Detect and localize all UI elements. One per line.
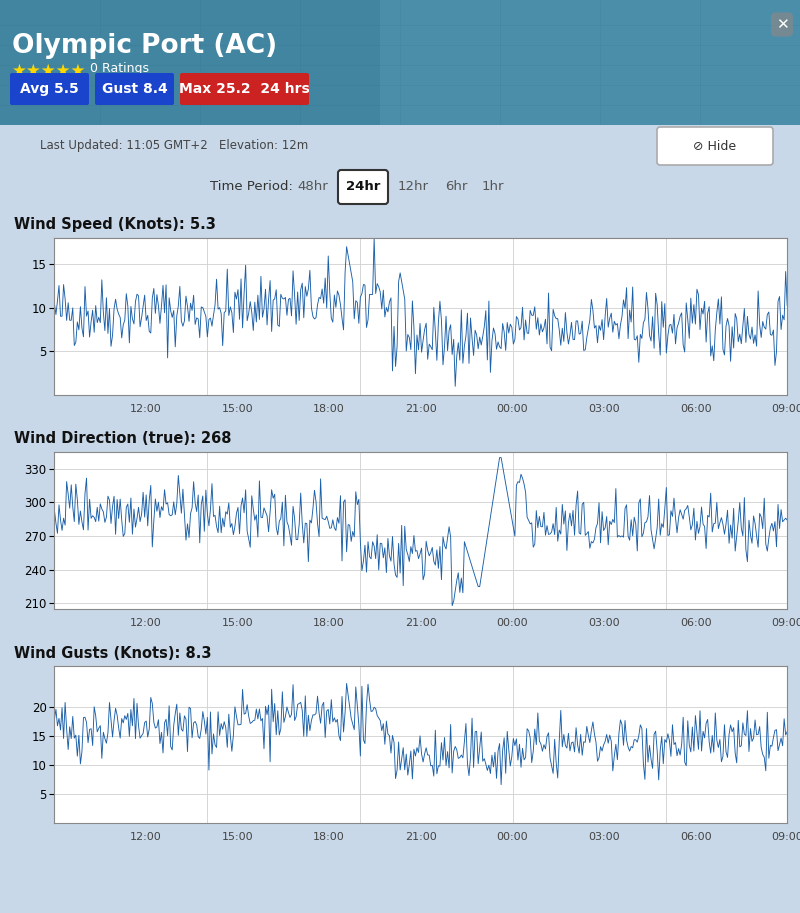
Text: Avg 5.5: Avg 5.5 [20,82,79,96]
FancyBboxPatch shape [338,170,388,204]
Text: Time Period:: Time Period: [210,181,293,194]
Text: 18:00: 18:00 [314,832,345,842]
Text: 21:00: 21:00 [405,618,437,628]
Text: 00:00: 00:00 [497,618,528,628]
Text: 03:00: 03:00 [588,832,620,842]
FancyBboxPatch shape [657,127,773,165]
Text: ★★★★★: ★★★★★ [12,62,86,80]
Text: 6hr: 6hr [445,181,467,194]
FancyBboxPatch shape [10,73,89,105]
FancyBboxPatch shape [95,73,174,105]
Text: 48hr: 48hr [298,181,328,194]
Text: 15:00: 15:00 [222,404,254,415]
Text: 15:00: 15:00 [222,832,254,842]
Text: 09:00: 09:00 [771,618,800,628]
Text: 12:00: 12:00 [130,618,162,628]
Text: 00:00: 00:00 [497,404,528,415]
Text: 15:00: 15:00 [222,618,254,628]
Text: 12:00: 12:00 [130,832,162,842]
Text: Max 25.2  24 hrs: Max 25.2 24 hrs [179,82,310,96]
Text: ⊘ Hide: ⊘ Hide [694,140,737,152]
Text: 21:00: 21:00 [405,404,437,415]
Text: 03:00: 03:00 [588,618,620,628]
Text: 00:00: 00:00 [497,832,528,842]
Text: 06:00: 06:00 [680,404,711,415]
Text: Wind Gusts (Knots): 8.3: Wind Gusts (Knots): 8.3 [14,645,212,660]
Text: 0 Ratings: 0 Ratings [90,62,149,75]
Bar [0,0,380,125]
Text: 1hr: 1hr [482,181,504,194]
Text: 24hr: 24hr [346,181,380,194]
Text: Gust 8.4: Gust 8.4 [102,82,167,96]
Text: Wind Direction (true): 268: Wind Direction (true): 268 [14,432,232,446]
Text: 18:00: 18:00 [314,618,345,628]
Text: 03:00: 03:00 [588,404,620,415]
Text: 06:00: 06:00 [680,618,711,628]
Text: Last Updated: 11:05 GMT+2   Elevation: 12m: Last Updated: 11:05 GMT+2 Elevation: 12m [40,140,308,152]
Text: Wind Speed (Knots): 5.3: Wind Speed (Knots): 5.3 [14,217,216,233]
Text: 21:00: 21:00 [405,832,437,842]
Text: Olympic Port (AC): Olympic Port (AC) [12,33,277,59]
Text: ✕: ✕ [776,17,788,32]
Text: 09:00: 09:00 [771,404,800,415]
Text: 12hr: 12hr [398,181,429,194]
Text: 09:00: 09:00 [771,832,800,842]
Text: 06:00: 06:00 [680,832,711,842]
Text: 18:00: 18:00 [314,404,345,415]
FancyBboxPatch shape [180,73,309,105]
Text: 12:00: 12:00 [130,404,162,415]
